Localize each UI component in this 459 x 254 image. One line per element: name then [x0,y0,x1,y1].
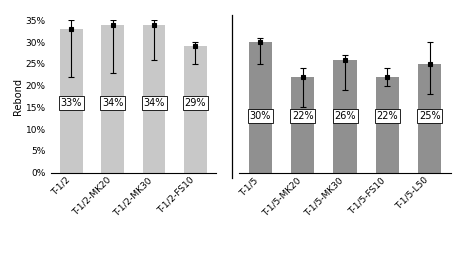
Bar [248,42,271,173]
Text: 22%: 22% [291,111,313,121]
Text: 34%: 34% [102,98,123,108]
Bar [142,25,165,173]
Bar [60,29,83,173]
Bar [333,59,356,173]
Text: 26%: 26% [334,111,355,121]
Bar [184,46,207,173]
Text: 30%: 30% [249,111,270,121]
Text: 33%: 33% [61,98,82,108]
Y-axis label: Rebond: Rebond [13,78,23,115]
Text: 22%: 22% [375,111,397,121]
Text: 34%: 34% [143,98,164,108]
Bar [291,77,313,173]
Text: 29%: 29% [185,98,206,108]
Bar [417,64,440,173]
Text: 25%: 25% [418,111,440,121]
Bar [375,77,398,173]
Bar [101,25,124,173]
